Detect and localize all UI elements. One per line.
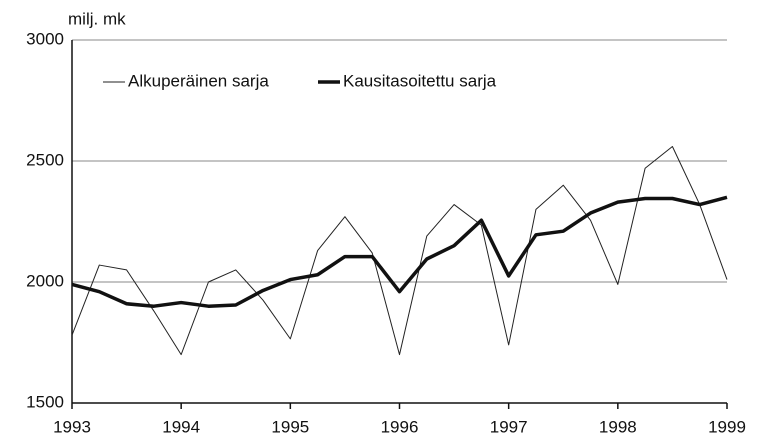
legend-label: Kausitasoitettu sarja [343,71,497,90]
series-line [71,145,728,356]
x-tick-label: 1995 [271,417,309,436]
x-tick-label: 1993 [53,417,91,436]
series-line [71,195,728,308]
x-tick-label: 1997 [490,417,528,436]
y-tick-label: 2000 [26,271,64,290]
y-tick-label: 2500 [26,150,64,169]
y-axis-label: milj. mk [68,9,126,28]
x-tick-label: 1994 [162,417,200,436]
x-tick-label: 1996 [381,417,419,436]
x-tick-label: 1998 [599,417,637,436]
y-tick-label: 1500 [26,392,64,411]
x-tick-label: 1999 [708,417,746,436]
y-tick-label: 3000 [26,29,64,48]
legend-label: Alkuperäinen sarja [128,71,269,90]
